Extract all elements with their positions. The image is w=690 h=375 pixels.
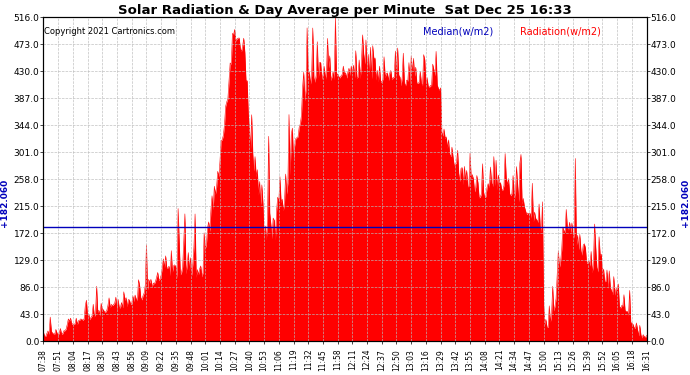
- Text: Copyright 2021 Cartronics.com: Copyright 2021 Cartronics.com: [44, 27, 175, 36]
- Text: +182.060: +182.060: [0, 178, 9, 227]
- Text: Radiation(w/m2): Radiation(w/m2): [520, 27, 601, 37]
- Title: Solar Radiation & Day Average per Minute  Sat Dec 25 16:33: Solar Radiation & Day Average per Minute…: [118, 4, 572, 17]
- Text: +182.060: +182.060: [681, 178, 690, 227]
- Text: Median(w/m2): Median(w/m2): [424, 27, 493, 37]
